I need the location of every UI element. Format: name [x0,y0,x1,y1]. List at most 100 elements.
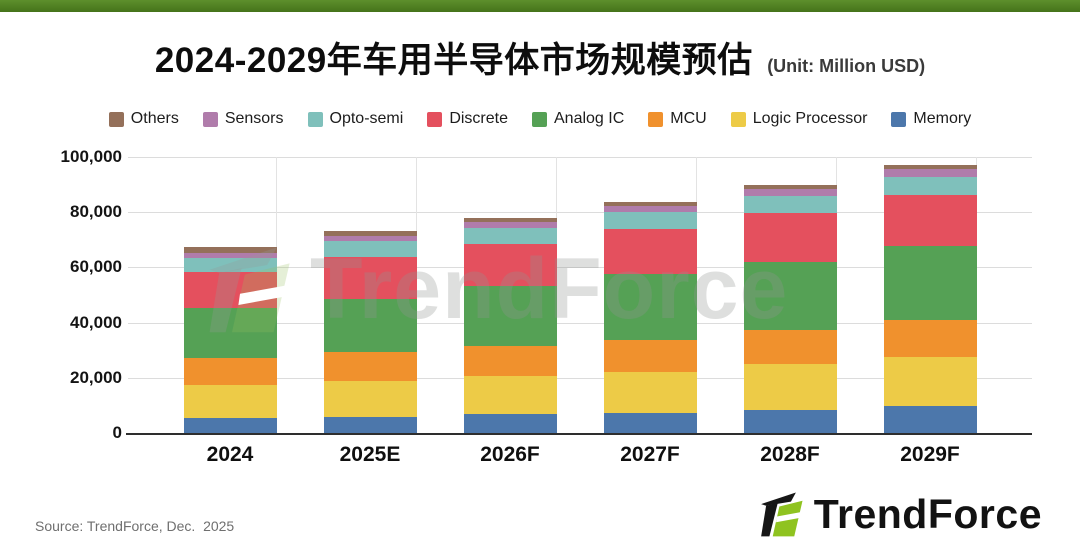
legend-item-discrete: Discrete [427,110,508,128]
x-axis-tick-label: 2027F [620,443,680,466]
bar-cell-2025E [300,157,440,433]
bar-segment-others [183,246,277,253]
gridline-y [128,267,1032,269]
gridline-x [556,157,557,433]
bar-segment-discrete [323,257,417,299]
bar-segment-mcu [743,329,837,365]
chart-legend: Others Sensors Opto-semi Discrete Analog IC M… [0,110,1080,128]
legend-label: Discrete [449,110,508,127]
legend-label: Opto-semi [329,110,404,127]
bar-segment-mcu [323,351,417,381]
legend-label: Others [130,110,179,127]
bar-segment-others [463,217,557,222]
x-axis-tick-label: 2029F [900,443,960,466]
legend-swatch-icon [307,111,323,127]
brand-top-bar [0,0,1080,12]
bar-segment-others [883,165,977,170]
y-axis-tick-label: 80,000 [70,202,122,222]
legend-label: MCU [670,110,707,127]
bar-segment-logic-processor [183,384,277,418]
legend-label: Logic Processor [752,110,868,127]
bar-cell-2026F [440,157,580,433]
legend-item-others: Others [108,110,179,128]
bar-segment-mcu [463,345,557,376]
bar-segment-sensors [603,206,697,213]
page-title: 2024-2029年车用半导体市场规模预估 (Unit: Million USD… [0,32,1080,83]
bar-cell-2029F [860,157,1000,433]
bar-segment-discrete [603,229,697,274]
bar-segment-memory [743,410,837,433]
legend-item-memory: Memory [891,110,971,128]
gridline-y [128,322,1032,324]
bar-segment-logic-processor [883,356,977,406]
x-axis-tick-label: 2024 [206,443,254,466]
stacked-bar-2026F [463,217,557,433]
gridline-y [128,157,1032,158]
y-axis-tick-label: 60,000 [70,257,122,277]
y-axis-tick-label: 40,000 [70,312,122,332]
bar-segment-sensors [463,221,557,228]
bar-segment-sensors [183,252,277,258]
bar-segment-analog-ic [463,286,557,346]
legend-item-analog-ic: Analog IC [532,110,624,128]
legend-swatch-icon [891,111,907,127]
bar-segment-others [743,184,837,189]
trendforce-logo-text: TrendForce [813,490,1042,537]
legend-swatch-icon [532,111,547,127]
gridline-x [976,157,977,433]
trendforce-logo-icon [760,492,804,537]
legend-swatch-icon [648,111,664,127]
stacked-bar-2025E [323,231,417,433]
bar-segment-discrete [463,243,557,287]
legend-item-opto-semi: Opto-semi [307,110,404,128]
legend-swatch-icon [427,111,443,127]
bar-segment-discrete [883,194,977,247]
bar-segment-opto-semi [883,176,977,195]
y-axis-tick-label: 20,000 [70,367,122,387]
gridline-x [416,157,417,433]
bar-segment-opto-semi [743,196,837,214]
bar-segment-others [603,201,697,207]
bar-segment-opto-semi [183,257,277,272]
bar-segment-mcu [883,320,977,357]
bar-segment-sensors [743,188,837,197]
bar-segment-memory [603,412,697,433]
bar-segment-mcu [603,340,697,372]
x-axis-tick-label: 2028F [760,443,820,466]
bar-segment-memory [883,406,977,433]
stacked-bar-chart: TrendForce 0 20,000 40,000 60,000 80,000 100,… [0,145,1080,475]
bar-segment-discrete [183,271,277,308]
chart-title: 2024-2029年车用半导体市场规模预估 [154,41,753,80]
stacked-bar-2028F [743,184,837,433]
bar-cell-2028F [720,157,860,433]
y-axis-tick-label: 100,000 [60,147,122,166]
legend-item-logic-processor: Logic Processor [730,110,868,128]
plot-area [128,157,1032,433]
y-axis-tick-label: 0 [112,423,122,442]
bar-segment-analog-ic [603,273,697,341]
bar-segment-opto-semi [323,240,417,258]
bar-cell-2024 [160,157,300,433]
legend-item-sensors: Sensors [202,110,284,128]
stacked-bar-2024 [183,246,277,433]
stacked-bar-2029F [883,165,977,433]
x-axis-tick-label: 2025E [339,443,401,466]
bar-segment-opto-semi [463,227,557,244]
legend-item-mcu: MCU [648,110,707,128]
bar-segment-others [323,231,417,236]
bar-segment-logic-processor [323,380,417,417]
bar-segment-sensors [323,235,417,241]
source-note: Source: TrendForce, Dec. 2025 [35,518,235,534]
x-axis-line [126,433,1032,435]
bar-segment-memory [183,417,277,433]
bar-segment-discrete [743,213,837,263]
bar-segment-analog-ic [883,246,977,321]
bar-segment-mcu [183,357,277,385]
stacked-bar-2027F [603,201,697,433]
legend-swatch-icon [730,111,746,127]
legend-swatch-icon [202,111,218,127]
bar-cell-2027F [580,157,720,433]
bar-segment-analog-ic [183,307,277,358]
gridline-y [128,377,1032,379]
gridline-x [836,157,837,433]
